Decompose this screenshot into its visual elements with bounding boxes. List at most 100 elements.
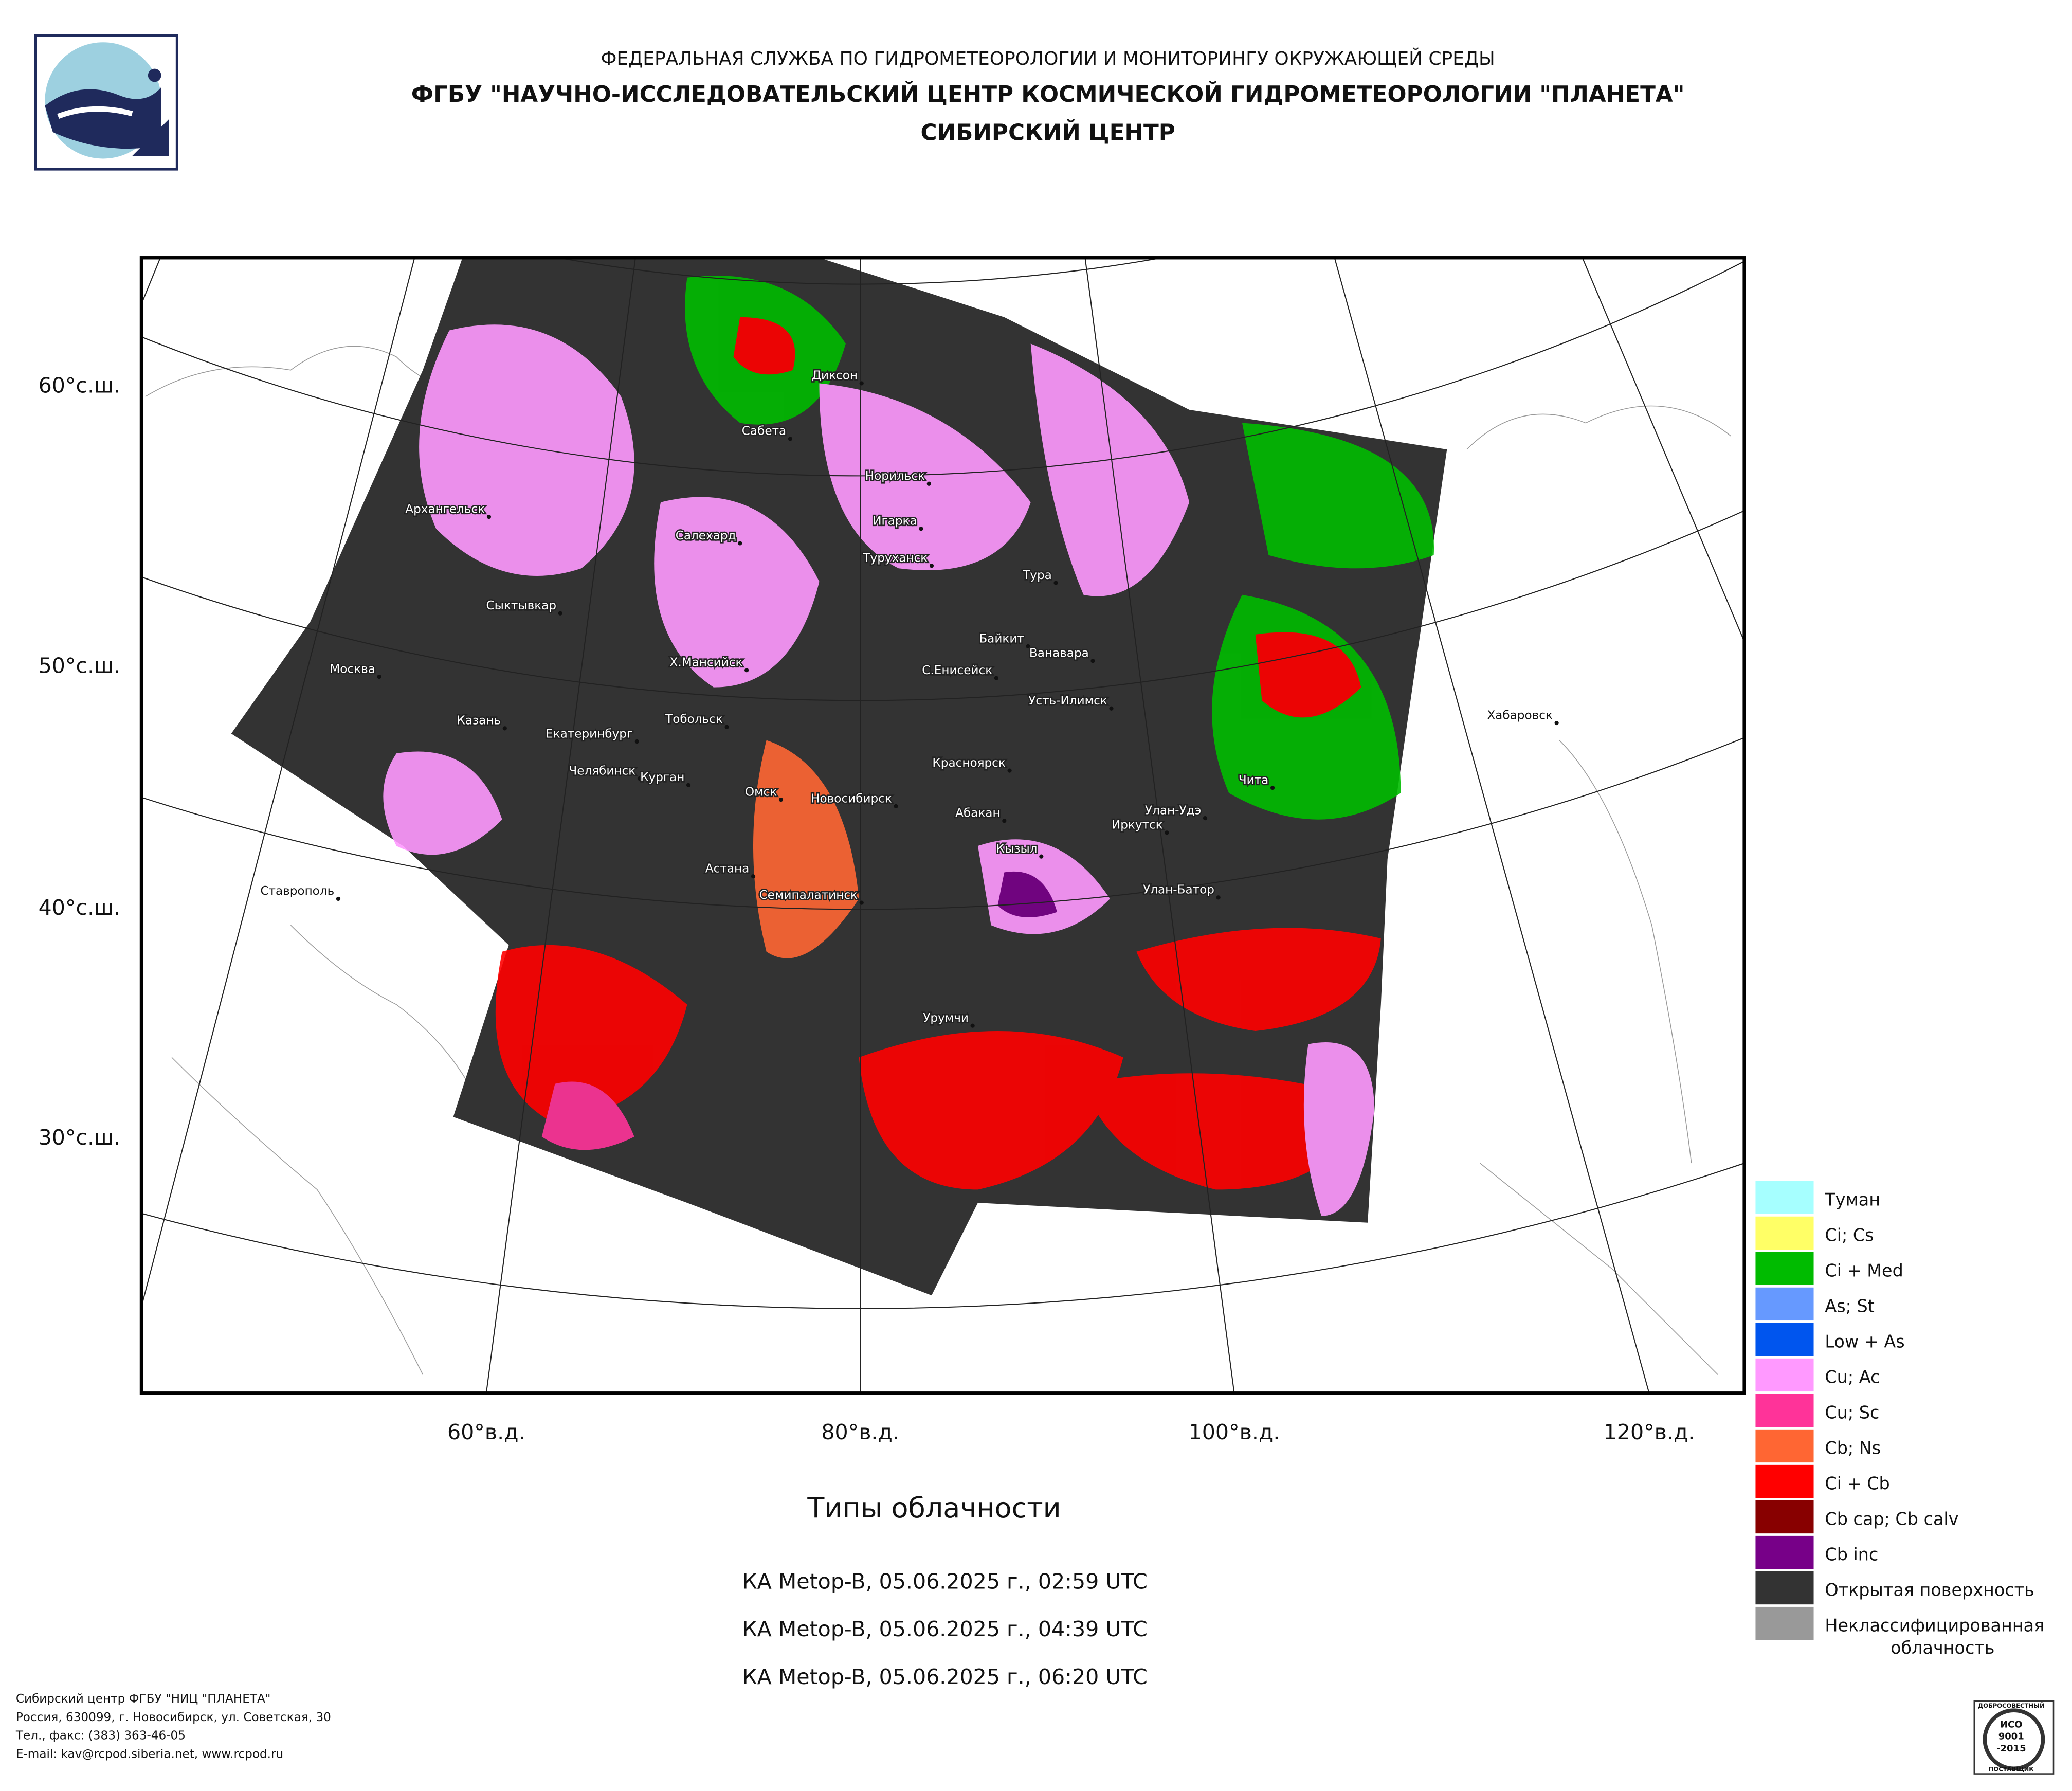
city-label: Архангельск	[405, 502, 485, 516]
map-frame	[139, 256, 1746, 1395]
legend-swatch	[1754, 1605, 1815, 1641]
lon-label: 80°в.д.	[821, 1420, 899, 1444]
badge-text: ИСО	[2000, 1720, 2023, 1730]
legend-swatch	[1754, 1251, 1815, 1287]
city-dot	[637, 776, 642, 781]
lat-label: 50°с.ш.	[39, 653, 120, 678]
city-label: Тобольск	[665, 713, 723, 726]
city-dot	[994, 676, 999, 680]
legend-label: Неклассифицированная облачность	[1825, 1615, 2044, 1658]
footer: Сибирский центр ФГБУ "НИЦ "ПЛАНЕТА" Росси…	[15, 1692, 331, 1761]
city-dot	[919, 527, 923, 531]
legend-swatch	[1754, 1534, 1815, 1570]
lon-label: 60°в.д.	[447, 1420, 525, 1444]
header-branch: СИБИРСКИЙ ЦЕНТР	[920, 118, 1175, 146]
badge-text: -2015	[1996, 1743, 2026, 1754]
coastlines	[145, 346, 1732, 1375]
badge-text: ДОБРОСОВЕСТНЫЙ	[1978, 1702, 2045, 1709]
city-dot	[1216, 895, 1221, 900]
city-label: Сыктывкар	[486, 599, 556, 612]
legend-swatch	[1754, 1357, 1815, 1393]
city-dot	[751, 874, 756, 879]
legend-swatch	[1754, 1322, 1815, 1358]
city-dot	[859, 381, 864, 386]
legend-swatch	[1754, 1570, 1815, 1606]
badge-text: 9001	[1998, 1731, 2024, 1742]
city-label: Байкит	[979, 632, 1024, 645]
footer-line: Тел., факс: (383) 363-46-05	[15, 1729, 186, 1743]
city-dot	[724, 725, 729, 729]
city-label: Кызыл	[996, 842, 1038, 856]
legend-label: Ci + Med	[1825, 1260, 1903, 1280]
city-dot	[970, 1023, 975, 1028]
city-dot	[686, 783, 691, 787]
legend-label: Low + As	[1825, 1331, 1904, 1351]
city-dot	[929, 564, 934, 568]
legend-label: Туман	[1824, 1189, 1880, 1209]
header-center: ФГБУ "НАУЧНО-ИССЛЕДОВАТЕЛЬСКИЙ ЦЕНТР КОС…	[411, 80, 1685, 107]
legend-label: Cu; Ac	[1825, 1367, 1880, 1387]
city-dot	[1109, 706, 1114, 711]
pass-list: КА Metop-B, 05.06.2025 г., 02:59 UTC КА M…	[742, 1569, 1147, 1689]
city-label: Салехард	[676, 529, 736, 542]
city-label: Х.Мансийск	[670, 656, 743, 670]
city-label: Екатеринбург	[546, 727, 633, 740]
city-label: Ставрополь	[260, 884, 334, 898]
legend-label: Cu; Sc	[1825, 1402, 1879, 1422]
legend-swatch	[1754, 1463, 1815, 1499]
pass-line: КА Metop-B, 05.06.2025 г., 04:39 UTC	[742, 1617, 1147, 1641]
graticule-labels: 60°с.ш. 50°с.ш. 40°с.ш. 30°с.ш. 60°в.д. 80°в.…	[39, 373, 1695, 1444]
graticule	[141, 258, 1744, 1394]
city-dot	[778, 798, 784, 802]
city-dot	[738, 541, 742, 546]
city-label: Улан-Батор	[1143, 883, 1214, 897]
city-label: Норильск	[865, 469, 925, 483]
city-label: Усть-Илимск	[1028, 694, 1107, 708]
city-label: Улан-Удэ	[1145, 804, 1201, 817]
lat-label: 60°с.ш.	[39, 373, 120, 397]
footer-line: E-mail: kav@rcpod.siberia.net, www.rcpod…	[16, 1748, 283, 1761]
legend-swatch	[1754, 1392, 1815, 1428]
legend-label: Ci; Cs	[1825, 1225, 1874, 1245]
city-label: Игарка	[873, 514, 917, 528]
lon-label: 100°в.д.	[1189, 1420, 1280, 1444]
city-dot	[486, 514, 492, 519]
city-dot	[1007, 768, 1012, 773]
city-label: Урумчи	[923, 1011, 969, 1025]
city-label: Омск	[745, 785, 777, 799]
badge-text: ПОСТАВЩИК	[1989, 1765, 2034, 1772]
city-label: Астана	[705, 862, 749, 876]
legend-swatch	[1754, 1286, 1815, 1322]
cloud-patches	[383, 276, 1434, 1216]
city-dot	[1165, 830, 1169, 835]
legend-label: Cb cap; Cb calv	[1825, 1509, 1958, 1529]
city-label: Ванавара	[1029, 647, 1089, 660]
city-label: Курган	[640, 771, 684, 784]
city-labels: Диксон Сабета Норильск Архангельск Игарка Сал…	[260, 368, 1559, 1028]
caption-title: Типы облачности	[807, 1492, 1061, 1524]
city-dot	[1053, 581, 1058, 585]
city-dot	[1554, 720, 1559, 726]
city-dot	[859, 900, 864, 905]
legend-label: Открытая поверхность	[1825, 1580, 2034, 1600]
legend-label: Cb inc	[1825, 1544, 1878, 1564]
city-label: Новосибирск	[811, 792, 892, 805]
city-dot	[926, 481, 931, 486]
city-dot	[1002, 819, 1007, 823]
city-label: Абакан	[955, 807, 1001, 820]
footer-line: Сибирский центр ФГБУ "НИЦ "ПЛАНЕТА"	[16, 1692, 271, 1706]
legend-label: Ci + Cb	[1825, 1473, 1889, 1493]
city-dot	[1270, 785, 1275, 790]
footer-line: Россия, 630099, г. Новосибирск, ул. Сове…	[16, 1711, 331, 1724]
city-dot	[1039, 854, 1044, 859]
pass-line: КА Metop-B, 05.06.2025 г., 02:59 UTC	[742, 1569, 1147, 1594]
city-label: Диксон	[812, 369, 858, 383]
city-dot	[377, 674, 381, 679]
city-dot	[1203, 816, 1208, 821]
legend-swatch	[1754, 1499, 1815, 1535]
city-dot	[788, 437, 793, 441]
city-dot	[1090, 659, 1095, 663]
city-label: Иркутск	[1112, 819, 1163, 832]
